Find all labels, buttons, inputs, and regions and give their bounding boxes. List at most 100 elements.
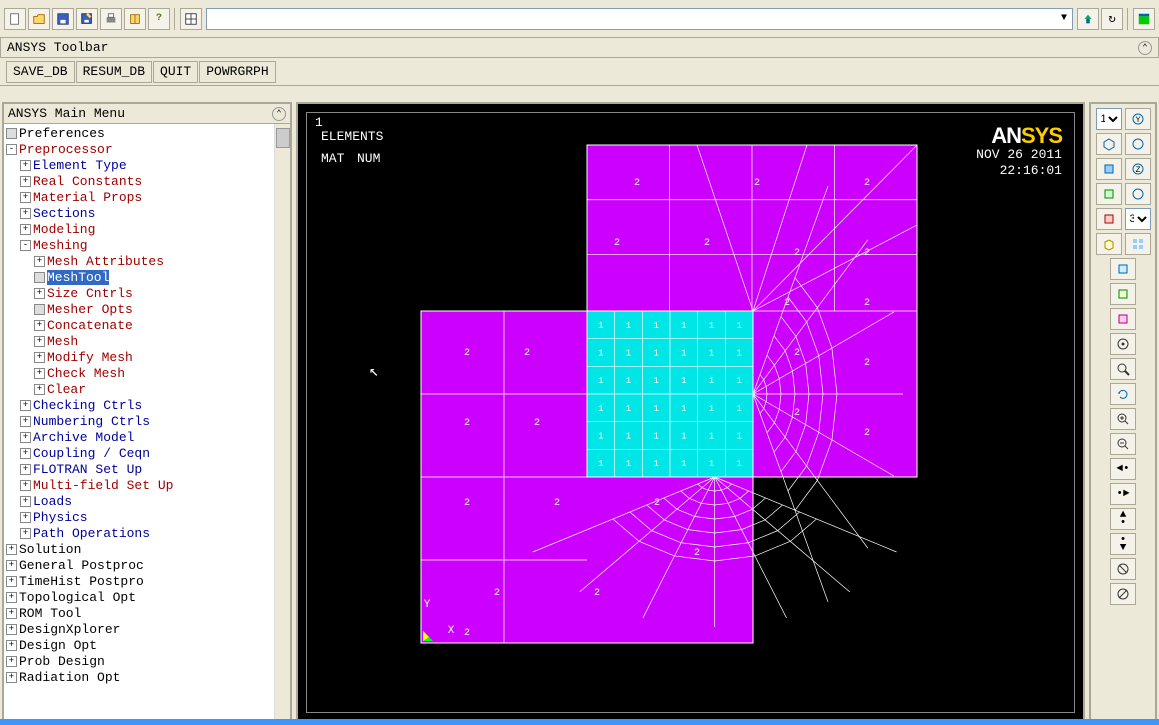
tree-node-designxplorer[interactable]: +DesignXplorer xyxy=(6,622,272,638)
tree-node-coupling-ceqn[interactable]: +Coupling / Ceqn xyxy=(6,446,272,462)
rotate-ccw-icon[interactable] xyxy=(1110,583,1136,605)
view-toolbar: 1 Y Z 3 ◄• •► ▲• xyxy=(1089,102,1157,723)
svg-text:2: 2 xyxy=(794,408,800,419)
fit-icon[interactable] xyxy=(1110,333,1136,355)
rotate-2-icon[interactable] xyxy=(1125,183,1151,205)
tree-node-preprocessor[interactable]: -Preprocessor xyxy=(6,142,272,158)
pan-right-icon[interactable]: •► xyxy=(1110,483,1136,505)
tree-node-checking-ctrls[interactable]: +Checking Ctrls xyxy=(6,398,272,414)
tree-node-mesher-opts[interactable]: Mesher Opts xyxy=(6,302,272,318)
tree-node-design-opt[interactable]: +Design Opt xyxy=(6,638,272,654)
tree-node-general-postproc[interactable]: +General Postproc xyxy=(6,558,272,574)
svg-text:1: 1 xyxy=(598,459,603,469)
tree-node-meshtool[interactable]: MeshTool xyxy=(6,270,272,286)
refresh-icon[interactable]: ↻ xyxy=(1101,8,1123,30)
view-3-icon[interactable] xyxy=(1110,308,1136,330)
zoom-in-icon[interactable] xyxy=(1110,408,1136,430)
multi-view-icon[interactable] xyxy=(1125,233,1151,255)
svg-text:1: 1 xyxy=(709,376,714,386)
svg-text:1: 1 xyxy=(736,376,741,386)
new-icon[interactable] xyxy=(4,8,26,30)
save-as-icon[interactable] xyxy=(76,8,98,30)
tree-node-element-type[interactable]: +Element Type xyxy=(6,158,272,174)
tree-node-real-constants[interactable]: +Real Constants xyxy=(6,174,272,190)
tree-scrollbar[interactable] xyxy=(274,124,290,721)
zoom-out-icon[interactable] xyxy=(1110,433,1136,455)
pan-left-icon[interactable]: ◄• xyxy=(1110,458,1136,480)
tree-node-size-cntrls[interactable]: +Size Cntrls xyxy=(6,286,272,302)
open-icon[interactable] xyxy=(28,8,50,30)
tree-node-modeling[interactable]: +Modeling xyxy=(6,222,272,238)
tree-node-sections[interactable]: +Sections xyxy=(6,206,272,222)
rotate-cw-icon[interactable] xyxy=(1110,558,1136,580)
grid-icon[interactable] xyxy=(180,8,202,30)
svg-text:2: 2 xyxy=(594,588,600,599)
powrgrph-button[interactable]: POWRGRPH xyxy=(199,61,275,83)
viewport-select-3[interactable]: 3 xyxy=(1125,208,1151,230)
color-window-icon[interactable] xyxy=(1133,8,1155,30)
svg-text:2: 2 xyxy=(464,418,470,429)
tree-node-archive-model[interactable]: +Archive Model xyxy=(6,430,272,446)
svg-text:1: 1 xyxy=(709,321,714,331)
view-1-icon[interactable] xyxy=(1110,258,1136,280)
command-input-field[interactable] xyxy=(207,12,1056,26)
tree-node-radiation-opt[interactable]: +Radiation Opt xyxy=(6,670,272,686)
tree-node-clear[interactable]: +Clear xyxy=(6,382,272,398)
svg-text:1: 1 xyxy=(681,376,686,386)
tree-node-prob-design[interactable]: +Prob Design xyxy=(6,654,272,670)
command-input[interactable]: ▼ xyxy=(206,8,1073,30)
top-view-icon[interactable] xyxy=(1096,208,1122,230)
oblique-view-icon[interactable] xyxy=(1096,233,1122,255)
svg-text:1: 1 xyxy=(598,376,603,386)
question-icon[interactable]: ? xyxy=(148,8,170,30)
pan-up-icon[interactable]: ▲• xyxy=(1110,508,1136,530)
iso-view-icon[interactable] xyxy=(1096,133,1122,155)
resum-db-button[interactable]: RESUM_DB xyxy=(76,61,152,83)
svg-text:1: 1 xyxy=(626,349,631,359)
tree-node-mesh[interactable]: +Mesh xyxy=(6,334,272,350)
front-view-icon[interactable] xyxy=(1096,158,1122,180)
tree-node-solution[interactable]: +Solution xyxy=(6,542,272,558)
tree-node-meshing[interactable]: -Meshing xyxy=(6,238,272,254)
tree-node-topological-opt[interactable]: +Topological Opt xyxy=(6,590,272,606)
tree-node-concatenate[interactable]: +Concatenate xyxy=(6,318,272,334)
collapse-icon[interactable]: ⌃ xyxy=(272,107,286,121)
tree-node-mesh-attributes[interactable]: +Mesh Attributes xyxy=(6,254,272,270)
side-view-icon[interactable] xyxy=(1096,183,1122,205)
tree-node-modify-mesh[interactable]: +Modify Mesh xyxy=(6,350,272,366)
tree-node-preferences[interactable]: Preferences xyxy=(6,126,272,142)
raise-icon[interactable] xyxy=(1077,8,1099,30)
zoom-back-icon[interactable] xyxy=(1110,383,1136,405)
collapse-icon[interactable]: ⌃ xyxy=(1138,41,1152,55)
save-icon[interactable] xyxy=(52,8,74,30)
pan-down-icon[interactable]: •▼ xyxy=(1110,533,1136,555)
tree-node-numbering-ctrls[interactable]: +Numbering Ctrls xyxy=(6,414,272,430)
tree-node-loads[interactable]: +Loads xyxy=(6,494,272,510)
tree-node-timehist-postpro[interactable]: +TimeHist Postpro xyxy=(6,574,272,590)
tree-node-check-mesh[interactable]: +Check Mesh xyxy=(6,366,272,382)
tree-node-path-operations[interactable]: +Path Operations xyxy=(6,526,272,542)
tree-node-material-props[interactable]: +Material Props xyxy=(6,190,272,206)
rotate-z-icon[interactable]: Z xyxy=(1125,158,1151,180)
rotate-icon[interactable] xyxy=(1125,133,1151,155)
tree-node-physics[interactable]: +Physics xyxy=(6,510,272,526)
svg-text:2: 2 xyxy=(554,498,560,509)
save-db-button[interactable]: SAVE_DB xyxy=(6,61,75,83)
scroll-thumb[interactable] xyxy=(276,128,290,148)
help-book-icon[interactable] xyxy=(124,8,146,30)
viewport-select-1[interactable]: 1 xyxy=(1096,108,1122,130)
chevron-down-icon[interactable]: ▼ xyxy=(1056,13,1072,24)
main-menu-tree[interactable]: Preferences-Preprocessor+Element Type+Re… xyxy=(4,124,274,721)
svg-text:2: 2 xyxy=(464,498,470,509)
graphics-viewport[interactable]: 1111111111111111111111111111111111112222… xyxy=(296,102,1085,723)
zoom-icon[interactable] xyxy=(1110,358,1136,380)
svg-text:2: 2 xyxy=(704,238,710,249)
view-2-icon[interactable] xyxy=(1110,283,1136,305)
svg-text:2: 2 xyxy=(864,428,870,439)
print-icon[interactable] xyxy=(100,8,122,30)
tree-node-flotran-set-up[interactable]: +FLOTRAN Set Up xyxy=(6,462,272,478)
tree-node-multi-field-set-up[interactable]: +Multi-field Set Up xyxy=(6,478,272,494)
rotate-y-icon[interactable]: Y xyxy=(1125,108,1151,130)
quit-button[interactable]: QUIT xyxy=(153,61,198,83)
tree-node-rom-tool[interactable]: +ROM Tool xyxy=(6,606,272,622)
